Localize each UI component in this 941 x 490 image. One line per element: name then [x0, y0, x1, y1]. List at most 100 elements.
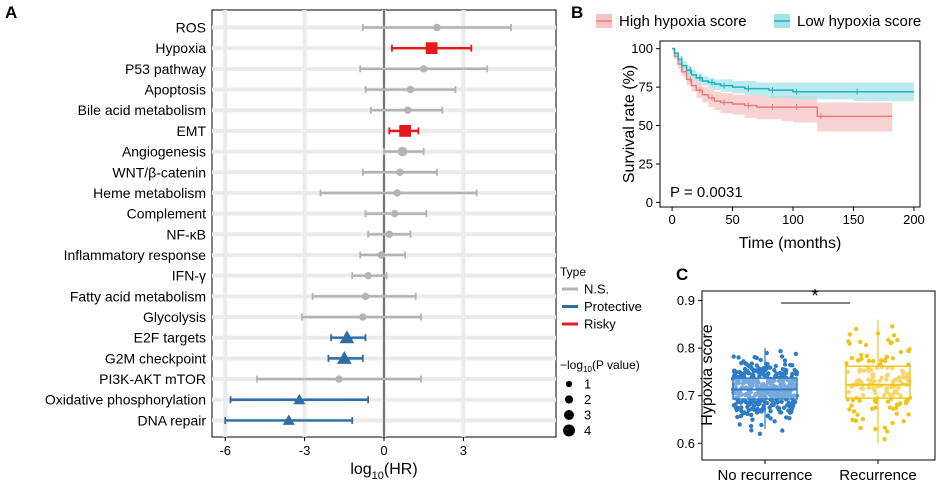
box-point: [882, 425, 888, 430]
box-point: [901, 375, 907, 380]
box-point: [749, 412, 754, 418]
survival-y-label: Survival rate (%): [621, 65, 638, 183]
box-point: [855, 358, 861, 363]
forest-row-label: Hypoxia: [155, 40, 206, 56]
legend-size-dot: [564, 395, 574, 404]
forest-plot: ROS Hypoxia P53 pathway Apoptosis Bile acid …: [45, 9, 642, 482]
forest-row-label: Fatty acid metabolism: [70, 288, 206, 304]
box-point: [882, 437, 887, 442]
forest-rows: ROS Hypoxia P53 pathway Apoptosis Bile acid …: [45, 20, 512, 428]
forest-point-triangle: [293, 393, 306, 405]
box-point: [859, 352, 864, 358]
box-point: [851, 409, 857, 414]
box-point: [757, 431, 763, 436]
box-point: [775, 392, 780, 398]
box-point: [887, 405, 893, 410]
box-point: [764, 350, 769, 356]
box-point: [736, 394, 741, 400]
forest-point-circle: [433, 23, 441, 32]
box-point: [788, 393, 793, 398]
box-point: [890, 356, 896, 361]
legend-size-label: 4: [584, 423, 591, 438]
forest-point-circle: [406, 85, 415, 94]
box-point: [866, 358, 872, 364]
box-x-tick-label: No recurrence: [717, 467, 812, 484]
box-point: [844, 361, 849, 366]
legend-type-label: Protective: [584, 299, 642, 314]
box-point: [780, 367, 786, 372]
box-point: [849, 355, 855, 361]
box-y-tick-label: 0.7: [677, 388, 695, 403]
box-point: [745, 411, 750, 417]
legend-size-dot: [563, 424, 575, 437]
forest-row-label: Complement: [127, 206, 206, 222]
box-point: [792, 367, 797, 373]
forest-row-label: E2F targets: [134, 330, 206, 346]
box-point: [741, 411, 746, 416]
box-point: [732, 389, 738, 394]
box-point: [858, 386, 864, 391]
box-point: [906, 412, 911, 417]
box-point: [857, 398, 862, 403]
box-point: [872, 388, 877, 393]
box-point: [734, 407, 739, 413]
box-point: [890, 324, 895, 329]
box-point: [853, 326, 859, 332]
box-point: [781, 381, 786, 387]
box-point: [772, 368, 777, 373]
box-point: [857, 369, 862, 374]
box-point: [772, 419, 777, 424]
forest-row-label: ROS: [176, 20, 206, 36]
forest-x-tick-label: 0: [380, 443, 387, 458]
box-point: [885, 385, 890, 391]
box-point: [898, 401, 903, 406]
box-point: [768, 409, 773, 414]
survival-y-tick-label: 25: [639, 156, 653, 171]
box-point: [755, 402, 760, 407]
box-point: [750, 417, 755, 422]
survival-y-tick-label: 50: [639, 118, 653, 133]
box-point: [785, 378, 790, 383]
box-point: [768, 365, 773, 370]
forest-point-circle: [393, 189, 401, 197]
forest-row-label: Apoptosis: [145, 82, 206, 98]
box-point: [779, 371, 784, 376]
forest-row-label: PI3K-AKT mTOR: [99, 371, 206, 387]
forest-row-label: DNA repair: [138, 412, 207, 428]
box-point: [780, 428, 785, 433]
survival-ci-band-low: [672, 48, 914, 101]
forest-point-square: [399, 125, 412, 137]
legend-size-label: 1: [584, 377, 591, 392]
box-y-label: Hypoxia score: [699, 324, 716, 425]
forest-row-label: Bile acid metabolism: [78, 102, 206, 118]
box-point: [858, 425, 863, 431]
box-point: [847, 407, 852, 412]
box-point: [754, 363, 759, 368]
legend-type-label: Risky: [584, 317, 616, 332]
box-point: [891, 333, 897, 338]
forest-row-label: NF-κB: [166, 226, 206, 242]
legend-low-label: Low hypoxia score: [797, 13, 921, 30]
box-point: [871, 374, 876, 379]
box-point: [735, 414, 740, 420]
forest-row-label: EMT: [176, 123, 206, 139]
box-axes: 0.6 0.7 0.8 0.9 No recurrence Recurrence: [677, 293, 917, 484]
survival-x-tick-label: 50: [725, 212, 739, 227]
box-point: [891, 406, 896, 411]
forest-point-square: [425, 42, 438, 55]
legend-size-label: 2: [584, 392, 591, 407]
box-point: [731, 354, 736, 359]
survival-x-tick-label: 150: [843, 212, 865, 227]
box-point: [904, 401, 909, 406]
legend-size-title: −log10(P value): [560, 358, 640, 374]
p-value-label: P = 0.0031: [670, 184, 743, 201]
box-point: [871, 359, 876, 364]
box-y-tick-label: 0.8: [677, 341, 695, 356]
box-point: [733, 402, 738, 407]
box-point: [752, 355, 757, 360]
box-point: [755, 379, 760, 385]
box-point: [737, 422, 742, 427]
box-point: [731, 374, 737, 379]
box-point: [775, 399, 781, 404]
